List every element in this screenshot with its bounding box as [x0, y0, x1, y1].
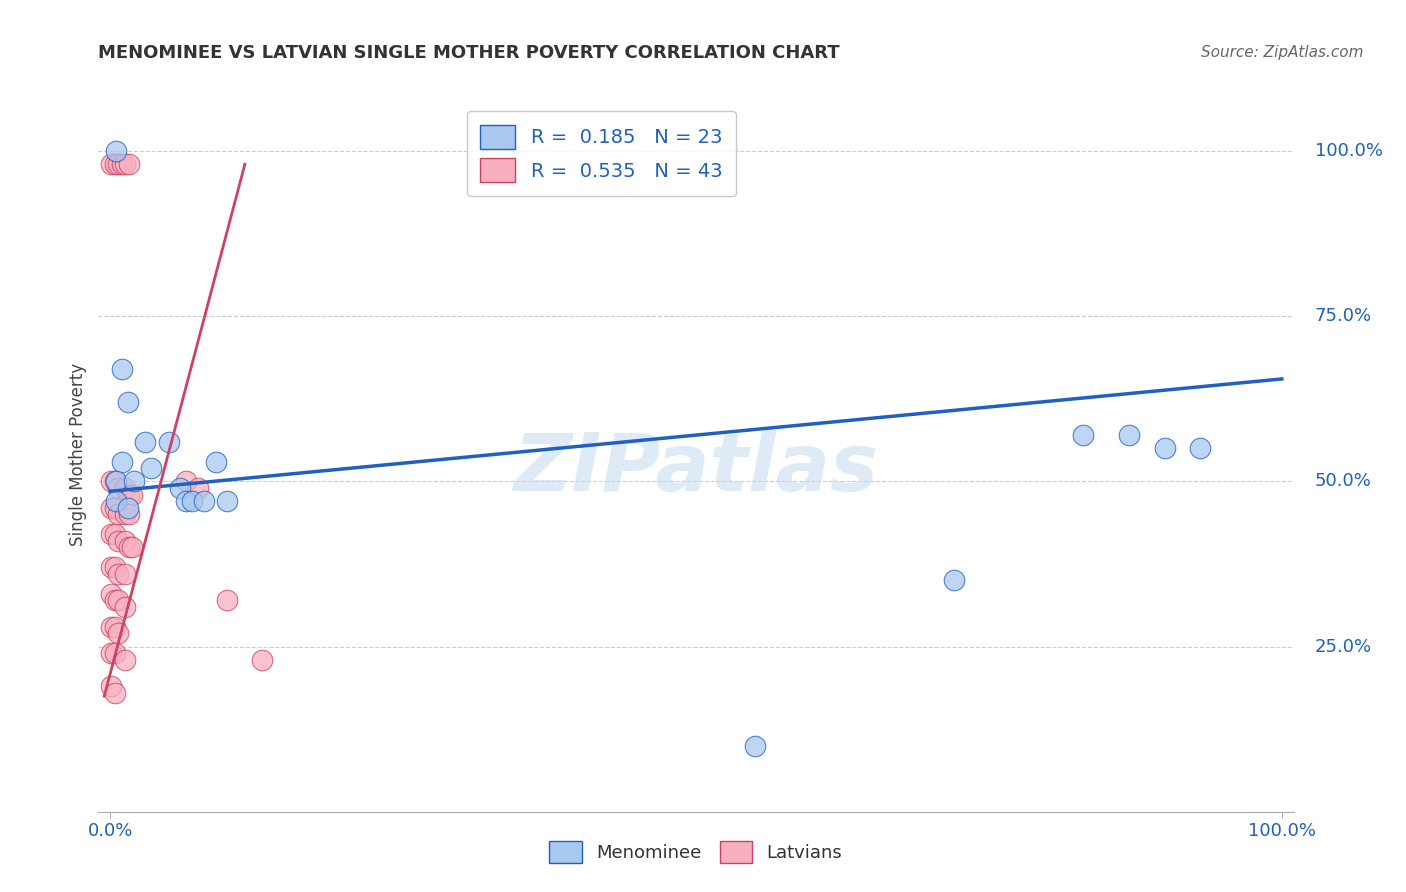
Point — [104, 560, 127, 574]
Point — [141, 461, 163, 475]
Point — [107, 508, 129, 522]
Point — [104, 527, 127, 541]
Point — [100, 560, 122, 574]
Point — [100, 587, 122, 601]
Point — [117, 500, 139, 515]
Point — [100, 679, 122, 693]
Point — [100, 157, 122, 171]
Point — [100, 646, 122, 660]
Point — [104, 157, 127, 171]
Point — [105, 475, 128, 489]
Point — [114, 481, 136, 495]
Point — [111, 362, 134, 376]
Point — [187, 481, 209, 495]
Point — [181, 494, 204, 508]
Point — [104, 646, 127, 660]
Point — [1188, 442, 1211, 456]
Point — [100, 475, 122, 489]
Point — [942, 574, 965, 588]
Point — [193, 494, 215, 508]
Point — [117, 395, 139, 409]
Point — [107, 481, 129, 495]
Point — [114, 508, 136, 522]
Point — [114, 653, 136, 667]
Text: ZIPatlas: ZIPatlas — [513, 430, 879, 508]
Point — [107, 626, 129, 640]
Point — [107, 593, 129, 607]
Text: 100.0%: 100.0% — [1315, 142, 1382, 160]
Point — [105, 144, 128, 158]
Point — [111, 454, 134, 468]
Point — [121, 487, 143, 501]
Text: 25.0%: 25.0% — [1315, 638, 1372, 656]
Point — [104, 500, 127, 515]
Point — [157, 434, 180, 449]
Point — [104, 686, 127, 700]
Point — [107, 566, 129, 581]
Point — [114, 157, 136, 171]
Point — [104, 620, 127, 634]
Point — [100, 527, 122, 541]
Point — [118, 508, 141, 522]
Point — [1071, 428, 1094, 442]
Point — [114, 533, 136, 548]
Legend: Menominee, Latvians: Menominee, Latvians — [538, 830, 853, 874]
Point — [104, 593, 127, 607]
Point — [1118, 428, 1140, 442]
Point — [121, 541, 143, 555]
Point — [114, 566, 136, 581]
Point — [104, 475, 127, 489]
Point — [122, 475, 145, 489]
Point — [217, 494, 239, 508]
Point — [107, 533, 129, 548]
Point — [744, 739, 766, 753]
Point — [169, 481, 191, 495]
Point — [111, 157, 134, 171]
Point — [174, 475, 197, 489]
Point — [252, 653, 274, 667]
Text: 75.0%: 75.0% — [1315, 307, 1372, 326]
Point — [204, 454, 226, 468]
Point — [100, 620, 122, 634]
Point — [174, 494, 197, 508]
Text: MENOMINEE VS LATVIAN SINGLE MOTHER POVERTY CORRELATION CHART: MENOMINEE VS LATVIAN SINGLE MOTHER POVER… — [98, 45, 839, 62]
Point — [105, 494, 128, 508]
Point — [118, 541, 141, 555]
Point — [217, 593, 239, 607]
Point — [1153, 442, 1175, 456]
Point — [100, 500, 122, 515]
Text: 50.0%: 50.0% — [1315, 473, 1371, 491]
Point — [114, 599, 136, 614]
Point — [118, 157, 141, 171]
Text: Source: ZipAtlas.com: Source: ZipAtlas.com — [1201, 45, 1364, 60]
Y-axis label: Single Mother Poverty: Single Mother Poverty — [69, 363, 87, 547]
Point — [134, 434, 156, 449]
Point — [118, 487, 141, 501]
Point — [107, 157, 129, 171]
